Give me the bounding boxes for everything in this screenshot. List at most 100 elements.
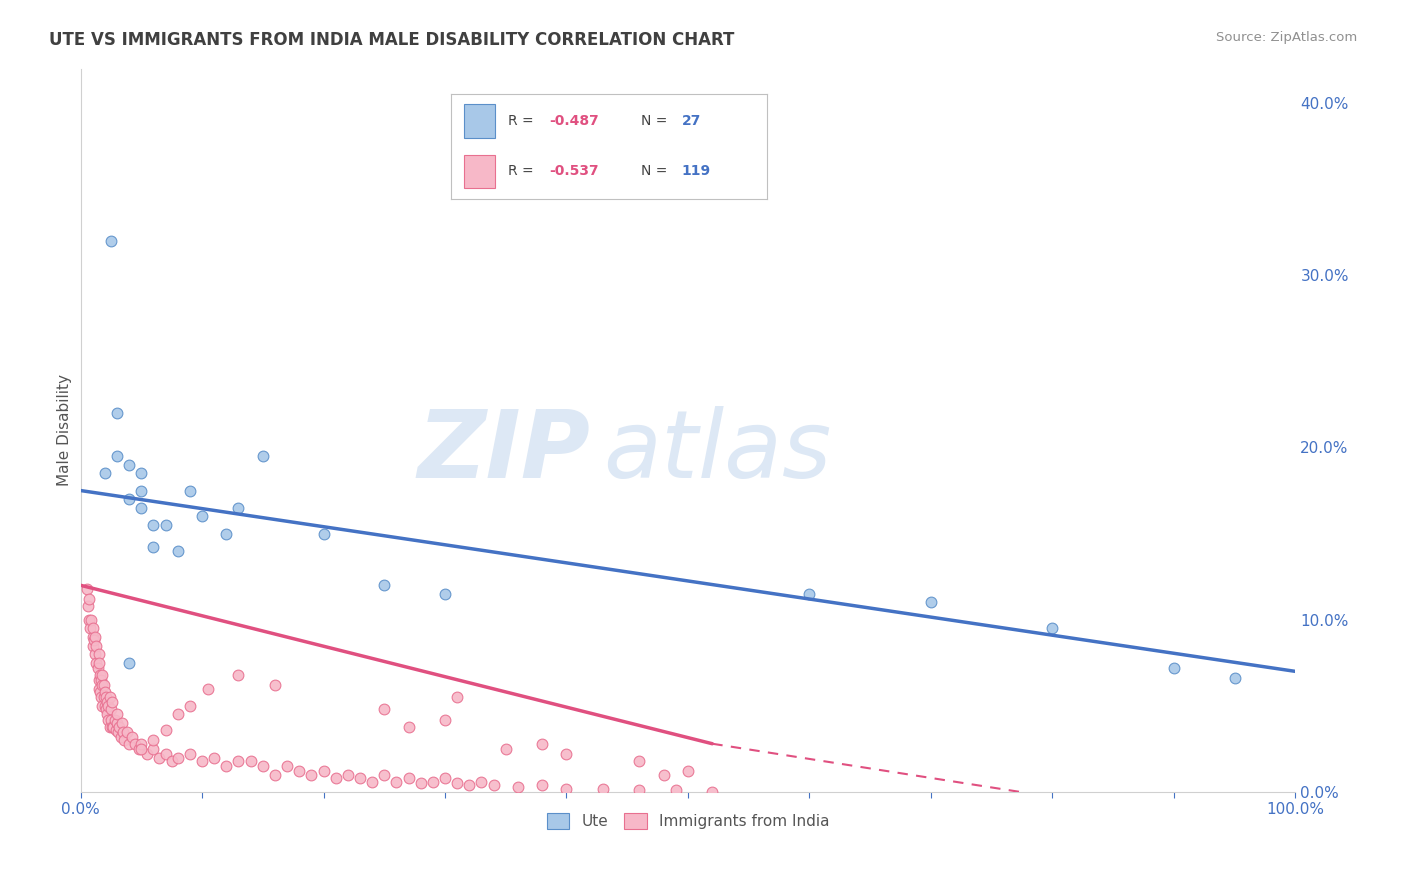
Point: [652, 768, 675, 782]
Point: [129, 737, 152, 751]
Point: [276, 759, 298, 773]
Point: [676, 764, 699, 779]
Point: [136, 747, 159, 761]
Point: [129, 483, 152, 498]
Point: [77, 592, 100, 607]
Point: [433, 771, 456, 785]
Text: atlas: atlas: [603, 407, 831, 498]
Point: [118, 737, 141, 751]
Point: [83, 633, 105, 648]
Point: [103, 713, 125, 727]
Point: [128, 742, 150, 756]
Point: [142, 742, 165, 756]
Point: [105, 716, 128, 731]
Point: [80, 613, 103, 627]
Point: [446, 776, 468, 790]
Point: [76, 582, 98, 596]
Point: [228, 668, 250, 682]
Point: [215, 526, 238, 541]
Point: [87, 656, 110, 670]
Point: [118, 492, 141, 507]
Point: [1223, 671, 1246, 685]
Text: Source: ZipAtlas.com: Source: ZipAtlas.com: [1216, 31, 1357, 45]
Point: [179, 483, 201, 498]
Point: [1042, 621, 1064, 635]
Point: [105, 449, 128, 463]
Y-axis label: Male Disability: Male Disability: [58, 375, 72, 486]
Point: [91, 678, 114, 692]
Point: [531, 778, 554, 792]
Point: [108, 719, 131, 733]
Point: [336, 768, 359, 782]
Point: [87, 673, 110, 687]
Point: [94, 690, 117, 705]
Point: [299, 768, 322, 782]
Point: [920, 595, 942, 609]
Point: [155, 723, 177, 737]
Point: [228, 500, 250, 515]
Point: [312, 526, 335, 541]
Point: [325, 771, 347, 785]
Point: [121, 730, 143, 744]
Point: [79, 621, 101, 635]
Point: [555, 781, 578, 796]
Point: [77, 613, 100, 627]
Point: [112, 733, 135, 747]
Point: [373, 768, 395, 782]
Point: [84, 656, 107, 670]
Point: [84, 630, 107, 644]
Point: [160, 754, 183, 768]
Point: [592, 781, 614, 796]
Point: [495, 742, 517, 756]
Point: [228, 754, 250, 768]
Point: [93, 678, 115, 692]
Point: [373, 702, 395, 716]
Point: [433, 713, 456, 727]
Point: [179, 747, 201, 761]
Point: [422, 774, 444, 789]
Point: [197, 681, 219, 696]
Point: [142, 541, 165, 555]
Point: [239, 754, 262, 768]
Point: [166, 750, 188, 764]
Point: [82, 639, 104, 653]
Point: [349, 771, 371, 785]
Point: [100, 702, 122, 716]
Point: [101, 719, 124, 733]
Point: [103, 719, 125, 733]
Point: [86, 661, 108, 675]
Point: [98, 690, 121, 705]
Point: [112, 724, 135, 739]
Point: [101, 695, 124, 709]
Point: [142, 518, 165, 533]
Point: [129, 742, 152, 756]
Point: [191, 509, 214, 524]
Point: [87, 681, 110, 696]
Point: [312, 764, 335, 779]
Point: [191, 754, 214, 768]
Point: [665, 783, 688, 797]
Point: [628, 783, 651, 797]
Point: [90, 690, 112, 705]
Point: [288, 764, 311, 779]
Point: [96, 695, 118, 709]
Point: [96, 707, 118, 722]
Point: [155, 518, 177, 533]
Point: [166, 707, 188, 722]
Point: [97, 713, 120, 727]
Point: [98, 719, 121, 733]
Point: [115, 724, 138, 739]
Point: [91, 668, 114, 682]
Point: [124, 737, 146, 751]
Point: [555, 747, 578, 761]
Point: [94, 702, 117, 716]
Point: [446, 690, 468, 705]
Point: [129, 500, 152, 515]
Point: [82, 630, 104, 644]
Point: [100, 234, 122, 248]
Point: [799, 587, 821, 601]
Point: [1163, 661, 1185, 675]
Point: [91, 698, 114, 713]
Point: [105, 707, 128, 722]
Point: [90, 673, 112, 687]
